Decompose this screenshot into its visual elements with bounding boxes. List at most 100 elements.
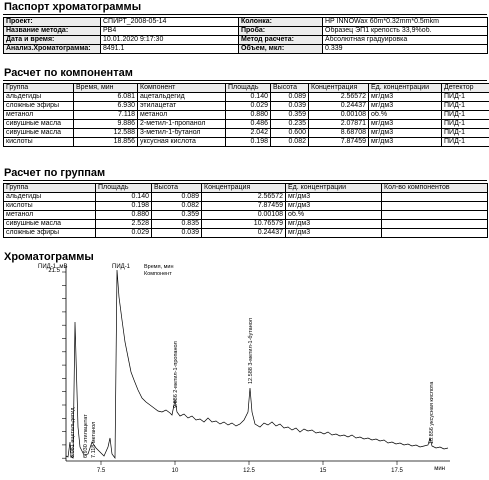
passport-field-value: Образец ЭП1 крепость 33,9%об. xyxy=(322,26,488,36)
table-cell: 0.00108 xyxy=(201,210,286,220)
table-cell: 0.039 xyxy=(151,228,202,238)
column-header: Ед. концентрации xyxy=(368,83,442,93)
x-tick-label: 15 xyxy=(320,468,327,474)
groups-table: Группа Площадь Высота Концентрация Ед. конце… xyxy=(3,183,488,238)
table-cell: 0.140 xyxy=(225,92,271,102)
table-cell: кислоты xyxy=(3,201,96,211)
table-cell: уксусная кислота xyxy=(137,137,226,147)
table-cell: мг/дм3 xyxy=(285,201,382,211)
table-cell: 0.039 xyxy=(270,101,309,111)
table-cell: 0.880 xyxy=(225,110,271,120)
table-cell: ПИД-1 xyxy=(441,101,489,111)
passport-row: Дата и время: 10.01.2020 9:17:30 Метод рас… xyxy=(3,35,488,45)
table-cell: 0.082 xyxy=(151,201,202,211)
passport-field-value: 10.01.2020 9:17:30 xyxy=(100,35,239,45)
y-axis-label: ПИД-1, мВ xyxy=(38,264,67,270)
table-cell: мг/дм3 xyxy=(285,219,382,229)
table-cell: ПИД-1 xyxy=(441,119,489,129)
x-tick-label: 17.5 xyxy=(391,468,403,474)
table-cell: 12.588 xyxy=(73,128,138,138)
table-cell xyxy=(381,192,488,202)
table-cell: 0.235 xyxy=(270,119,309,129)
table-cell: 2.07871 xyxy=(308,119,369,129)
table-cell: 7.87459 xyxy=(308,137,369,147)
table-cell: сивушные масла xyxy=(3,219,96,229)
table-row: альдегиды 6.081 ацетальдегид 0.140 0.089 2.56… xyxy=(3,92,489,102)
table-cell: 18.856 xyxy=(73,137,138,147)
table-row: кислоты 0.198 0.082 7.87459 мг/дм3 xyxy=(3,201,488,211)
passport-field-label: Проект: xyxy=(3,17,101,27)
passport-field-label: Колонка: xyxy=(238,17,323,27)
table-cell: 0.486 xyxy=(225,119,271,129)
column-header: Высота xyxy=(151,183,202,193)
column-header: Площадь xyxy=(225,83,271,93)
x-tick-label: 10 xyxy=(172,468,179,474)
table-cell: этилацетат xyxy=(137,101,226,111)
table-cell: 0.089 xyxy=(151,192,202,202)
passport-divider xyxy=(3,14,487,15)
peak-label: 7.118 метанол xyxy=(91,422,97,458)
column-header: Площадь xyxy=(95,183,152,193)
table-row: альдегиды 0.140 0.089 2.56572 мг/дм3 xyxy=(3,192,488,202)
table-cell: ПИД-1 xyxy=(441,128,489,138)
x-tick-label: 12.5 xyxy=(243,468,255,474)
table-cell: 6.930 xyxy=(73,101,138,111)
table-cell: 7.118 xyxy=(73,110,138,120)
column-header: Кол-во компонентов xyxy=(381,183,488,193)
table-cell: мг/дм3 xyxy=(368,101,442,111)
passport-field-label: Название метода: xyxy=(3,26,101,36)
table-cell: 0.089 xyxy=(270,92,309,102)
table-cell: мг/дм3 xyxy=(285,228,382,238)
passport-field-value: Абсолютная градуировка xyxy=(322,35,488,45)
passport-field-value: СПИРТ_2008-05-14 xyxy=(100,17,239,27)
table-cell: об.% xyxy=(368,110,442,120)
table-cell: мг/дм3 xyxy=(368,128,442,138)
peak-label: 18.856 уксусная кислота xyxy=(429,381,435,444)
peak-label: 6.081 ацетальдегид xyxy=(70,407,76,458)
table-cell: ПИД-1 xyxy=(441,110,489,120)
table-row: сивушные масла 2.528 0.835 10.76579 мг/дм3 xyxy=(3,219,488,229)
column-header: Ед. концентрации xyxy=(285,183,382,193)
table-cell: сложные эфиры xyxy=(3,101,74,111)
passport-field-label: Дата и время: xyxy=(3,35,101,45)
table-cell: 2.042 xyxy=(225,128,271,138)
column-header: Концентрация xyxy=(201,183,286,193)
table-cell: 0.359 xyxy=(151,210,202,220)
table-row: сложные эфиры 6.930 этилацетат 0.029 0.039 0.… xyxy=(3,101,489,111)
y-axis-ticks xyxy=(62,271,66,459)
components-divider xyxy=(3,80,487,81)
table-cell: кислоты xyxy=(3,137,74,147)
peak-labels: 6.081 ацетальдегид 6.930 этилацетат 7.118 … xyxy=(70,318,435,458)
table-cell: 0.359 xyxy=(270,110,309,120)
chromatogram-plot: 7.5 10 12.5 15 17.5 ПИД-1, мВ 21.5 ПИД-1 Вре… xyxy=(38,264,450,474)
column-header: Группа xyxy=(3,83,74,93)
table-cell: 0.082 xyxy=(270,137,309,147)
table-cell: 2.56572 xyxy=(201,192,286,202)
table-row: кислоты 18.856 уксусная кислота 0.198 0.082 7… xyxy=(3,137,489,147)
table-cell: мг/дм3 xyxy=(285,192,382,202)
table-row: сложные эфиры 0.029 0.039 0.24437 мг/дм3 xyxy=(3,228,488,238)
passport-field-label: Проба: xyxy=(238,26,323,36)
table-row: метанол 7.118 метанол 0.880 0.359 0.00108 об.%… xyxy=(3,110,489,120)
table-cell: альдегиды xyxy=(3,92,74,102)
table-cell: 0.880 xyxy=(95,210,152,220)
table-cell: мг/дм3 xyxy=(368,92,442,102)
table-cell: 10.76579 xyxy=(201,219,286,229)
column-header: Детектор xyxy=(441,83,489,93)
table-cell: 0.835 xyxy=(151,219,202,229)
table-cell: 9.886 xyxy=(73,119,138,129)
x-tick-label: 7.5 xyxy=(97,468,106,474)
table-cell: мг/дм3 xyxy=(368,119,442,129)
legend-time: Время, мин xyxy=(144,264,174,270)
table-cell: 0.029 xyxy=(95,228,152,238)
peak-label: 12.588 3-метил-1-бутанол xyxy=(248,318,254,384)
table-cell: метанол xyxy=(3,210,96,220)
table-cell: 0.24437 xyxy=(308,101,369,111)
table-cell: сивушные масла xyxy=(3,119,74,129)
table-cell: 2.528 xyxy=(95,219,152,229)
column-header: Высота xyxy=(270,83,309,93)
table-cell: 0.198 xyxy=(225,137,271,147)
table-cell: 0.24437 xyxy=(201,228,286,238)
components-title: Расчет по компонентам xyxy=(4,67,133,79)
table-cell: 0.600 xyxy=(270,128,309,138)
